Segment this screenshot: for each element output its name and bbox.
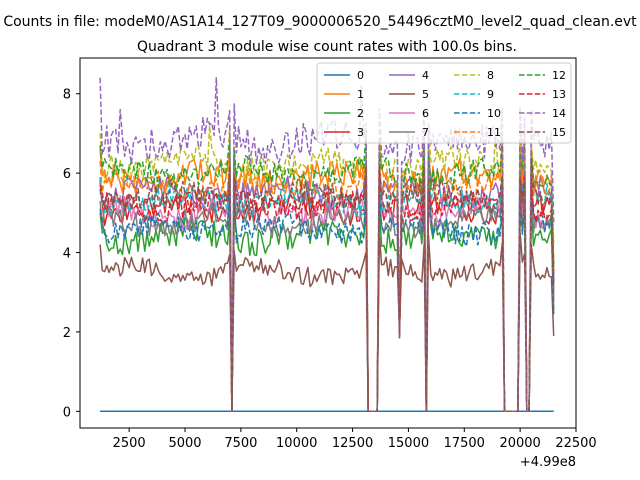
series-layer — [99, 77, 555, 413]
legend-item: 11 — [454, 126, 501, 139]
legend-label: 3 — [357, 126, 364, 139]
x-tick-label: 17500 — [444, 436, 485, 451]
x-tick: 15000 — [388, 428, 429, 451]
legend-item: 4 — [389, 69, 429, 82]
legend-item: 12 — [519, 69, 566, 82]
x-tick: 5000 — [168, 428, 202, 451]
x-tick-label: 12500 — [332, 436, 373, 451]
y-tick: 4 — [63, 247, 80, 262]
y-tick-label: 2 — [63, 326, 71, 341]
x-tick-label: 2500 — [113, 436, 146, 451]
legend-item: 8 — [454, 69, 494, 82]
legend-label: 0 — [357, 69, 364, 82]
x-tick-label: 15000 — [388, 436, 429, 451]
legend-label: 11 — [487, 126, 501, 139]
y-axis: 0 2 4 6 8 — [63, 88, 80, 420]
y-tick: 8 — [63, 88, 80, 103]
y-tick: 0 — [63, 405, 80, 420]
legend-item: 3 — [324, 126, 364, 139]
x-tick: 12500 — [332, 428, 373, 451]
series-line-5 — [99, 232, 555, 413]
legend-item: 14 — [519, 107, 566, 120]
legend-item: 5 — [389, 88, 429, 101]
x-tick-label: 20000 — [499, 436, 540, 451]
x-tick: 10000 — [276, 428, 317, 451]
y-tick-label: 0 — [63, 405, 71, 420]
y-tick: 6 — [63, 167, 80, 182]
x-axis: 2500 5000 7500 10000 12500 15000 17500 20000 225… — [113, 428, 597, 451]
x-tick-label: 7500 — [224, 436, 257, 451]
legend-label: 15 — [552, 126, 566, 139]
series-line-6 — [99, 174, 555, 413]
legend-item: 6 — [389, 107, 429, 120]
legend-label: 12 — [552, 69, 566, 82]
series-line-10 — [99, 188, 555, 413]
x-tick-label: 22500 — [555, 436, 596, 451]
legend-item: 9 — [454, 88, 494, 101]
series-line-2 — [99, 199, 555, 413]
legend-item: 7 — [389, 126, 429, 139]
legend-item: 1 — [324, 88, 364, 101]
x-tick: 22500 — [555, 428, 597, 451]
legend-item: 15 — [519, 126, 566, 139]
series-line-9 — [99, 160, 555, 413]
series-line-13 — [99, 165, 555, 413]
y-tick-label: 6 — [63, 167, 71, 182]
y-tick-label: 4 — [63, 247, 71, 262]
legend-label: 5 — [422, 88, 429, 101]
legend-label: 7 — [422, 126, 429, 139]
x-tick: 2500 — [113, 428, 146, 451]
legend-label: 2 — [357, 107, 364, 120]
x-tick: 17500 — [444, 428, 485, 451]
x-tick: 20000 — [499, 428, 541, 451]
chart-suptitle: Counts in file: modeM0/AS1A14_127T09_900… — [3, 14, 637, 30]
series-line-14 — [99, 77, 555, 413]
legend-label: 8 — [487, 69, 494, 82]
legend-item: 0 — [324, 69, 364, 82]
plot-frame — [79, 57, 577, 429]
series-line-8 — [99, 124, 555, 413]
y-tick-label: 8 — [63, 88, 71, 103]
legend-label: 14 — [552, 107, 566, 120]
series-line-15 — [99, 158, 555, 413]
x-tick: 7500 — [224, 428, 257, 451]
legend-box — [316, 62, 572, 144]
x-tick-label: 10000 — [276, 436, 317, 451]
legend-label: 13 — [552, 88, 566, 101]
legend-label: 6 — [422, 107, 429, 120]
x-offset-label: +4.99e8 — [520, 455, 576, 470]
chart-title: Quadrant 3 module wise count rates with … — [137, 39, 517, 55]
legend-item: 10 — [454, 107, 501, 120]
legend-label: 9 — [487, 88, 494, 101]
legend-label: 1 — [357, 88, 364, 101]
series-line-12 — [99, 132, 555, 413]
y-tick: 2 — [63, 326, 80, 341]
x-tick-label: 5000 — [168, 436, 201, 451]
legend-item: 13 — [519, 88, 566, 101]
legend-label: 10 — [487, 107, 501, 120]
legend-item: 2 — [324, 107, 364, 120]
legend-label: 4 — [422, 69, 429, 82]
